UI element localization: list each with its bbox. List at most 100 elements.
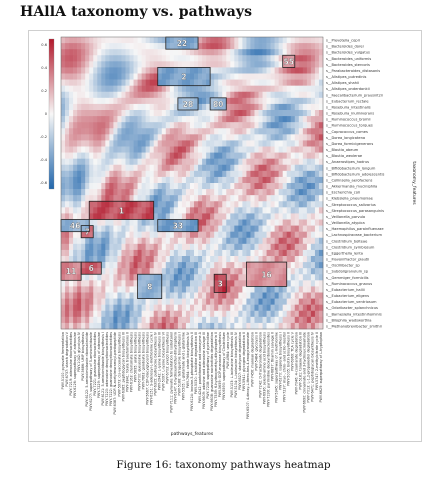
heatmap-cell [153, 37, 159, 44]
heatmap-cell [149, 85, 155, 93]
heatmap-cell [121, 237, 126, 245]
heatmap-cell [157, 201, 163, 208]
heatmap-cell [173, 256, 179, 263]
heatmap-cell [121, 286, 126, 293]
heatmap-cell [202, 213, 207, 220]
heatmap-cell [198, 49, 203, 56]
heatmap-cell [210, 237, 215, 245]
heatmap-cell [133, 256, 138, 263]
heatmap-cell [113, 262, 118, 269]
heatmap-cell [238, 316, 243, 324]
heatmap-cell [298, 97, 304, 105]
heatmap-cell [302, 55, 308, 62]
heatmap-cell [165, 237, 171, 245]
heatmap-cell [254, 176, 259, 184]
heatmap-cell [286, 67, 292, 74]
heatmap-cell [234, 67, 239, 74]
heatmap-cell [226, 237, 231, 245]
heatmap-cell [145, 134, 150, 141]
heatmap-cell [125, 310, 130, 318]
heatmap-cell [318, 140, 324, 147]
heatmap-cell [226, 146, 231, 153]
heatmap-cell [173, 37, 179, 44]
heatmap-cell [93, 110, 98, 117]
heatmap-cell [286, 43, 292, 50]
heatmap-cell [230, 55, 235, 62]
heatmap-cell [294, 97, 300, 105]
heatmap-cell [185, 164, 191, 172]
heatmap-cell [258, 201, 263, 208]
heatmap-cell [298, 225, 304, 232]
heatmap-cell [218, 237, 223, 245]
heatmap-cell [173, 292, 179, 299]
heatmap-cell [194, 195, 199, 202]
heatmap-cell [149, 73, 155, 80]
heatmap-cell [194, 310, 199, 318]
heatmap-cell [97, 79, 102, 86]
heatmap-cell [246, 79, 251, 86]
heatmap-cell [93, 79, 98, 86]
heatmap-cell [198, 73, 203, 80]
heatmap-cell [238, 268, 243, 275]
heatmap-cell [302, 280, 308, 287]
cluster-rank-label: 11 [66, 267, 76, 276]
heatmap-cell [226, 304, 231, 312]
heatmap-cell [73, 316, 78, 324]
heatmap-cell [185, 189, 191, 196]
heatmap-cell [65, 79, 70, 86]
heatmap-cell [65, 219, 70, 226]
heatmap-cell [89, 280, 94, 287]
heatmap-cell [318, 237, 324, 245]
heatmap-cell [198, 280, 203, 287]
heatmap-cell [157, 73, 163, 80]
heatmap-cell [258, 170, 263, 178]
heatmap-cell [234, 268, 239, 275]
heatmap-cell [262, 268, 267, 275]
heatmap-cell [266, 43, 271, 50]
heatmap-cell [258, 79, 263, 86]
heatmap-cell [314, 152, 320, 159]
heatmap-cell [302, 286, 308, 293]
heatmap-cell [198, 128, 203, 135]
heatmap-cell [230, 116, 235, 123]
heatmap-cell [101, 304, 106, 312]
colorbar-tick-label: 0 [45, 112, 48, 116]
heatmap-cell [234, 262, 239, 269]
heatmap-cell [189, 280, 195, 287]
heatmap-cell [137, 37, 142, 44]
heatmap-cell [133, 310, 138, 318]
heatmap-cell [274, 262, 279, 269]
heatmap-cell [306, 140, 312, 147]
heatmap-cell [306, 298, 312, 305]
heatmap-cell [153, 79, 159, 86]
heatmap-cell [61, 103, 66, 111]
heatmap-cell [69, 310, 74, 318]
heatmap-cell [230, 176, 235, 184]
heatmap-cell [254, 201, 259, 208]
heatmap-cell [274, 37, 279, 44]
heatmap-cell [210, 73, 215, 80]
heatmap-cell [77, 298, 82, 305]
heatmap-cell [294, 176, 300, 184]
heatmap-cell [81, 262, 86, 269]
heatmap-cell [93, 128, 98, 135]
heatmap-cell [121, 189, 126, 196]
heatmap-cell [222, 55, 227, 62]
heatmap-cell [85, 322, 90, 330]
heatmap-cell [202, 243, 207, 251]
heatmap-cell [210, 103, 215, 111]
heatmap-cell [117, 195, 122, 202]
heatmap-cell [250, 43, 255, 50]
heatmap-cell [97, 91, 102, 99]
heatmap-cell [218, 195, 223, 202]
column-label: PWY-7456: mannan degradation [250, 332, 254, 387]
heatmap-cell [214, 79, 219, 86]
heatmap-cell [165, 91, 171, 99]
row-label: s__Streptococcus_salivarius [326, 203, 376, 207]
heatmap-cell [61, 67, 66, 74]
heatmap-cell [194, 292, 199, 299]
heatmap-cell [246, 55, 251, 62]
heatmap-cell [278, 134, 283, 141]
heatmap-cell [157, 219, 163, 226]
heatmap-cell [93, 249, 98, 257]
